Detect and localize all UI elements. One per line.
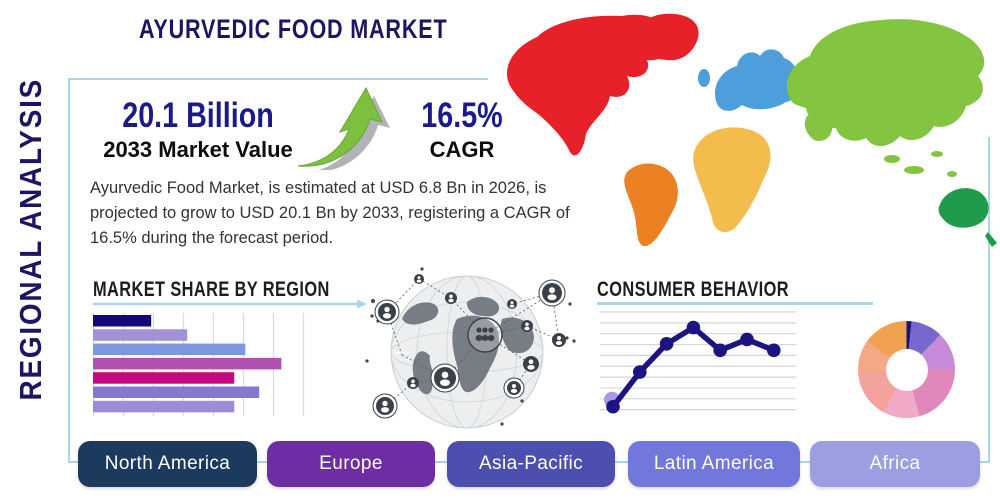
consumer-behavior-line-chart <box>600 311 796 414</box>
card-border-right <box>988 137 990 463</box>
region-button-asia-pacific[interactable]: Asia-Pacific <box>447 441 615 487</box>
market-value-label: 2033 Market Value <box>103 137 293 162</box>
map-asia <box>786 19 985 147</box>
side-title: REGIONAL ANALYSIS <box>13 77 48 401</box>
market-share-bar-chart <box>93 313 305 416</box>
page-title: AYURVEDIC FOOD MARKET <box>139 14 448 44</box>
market-value-stat: 20.1 Billion 2033 Market Value <box>88 96 308 163</box>
region-button-africa[interactable]: Africa <box>810 441 980 487</box>
region-button-europe[interactable]: Europe <box>267 441 435 487</box>
card-border-top <box>68 78 488 80</box>
market-description: Ayurvedic Food Market, is estimated at U… <box>90 179 570 248</box>
map-australia <box>938 188 989 228</box>
consumer-behavior-section-title: CONSUMER BEHAVIOR <box>597 278 789 301</box>
card-border-left <box>68 78 70 463</box>
cagr-stat: 16.5% CAGR <box>398 96 526 163</box>
map-south-america <box>624 163 678 247</box>
market-value-number: 20.1 Billion <box>122 96 274 135</box>
globe-network-graphic <box>365 267 576 429</box>
regional-donut-chart <box>858 321 955 418</box>
globe-continents <box>402 296 534 395</box>
donut-hole <box>885 348 928 391</box>
map-north-america <box>506 14 671 156</box>
region-button-north-america[interactable]: North America <box>78 441 257 487</box>
map-se-asia-islands <box>884 151 957 177</box>
world-map <box>506 13 997 247</box>
consumer-behavior-underline <box>597 302 873 305</box>
market-share-section-title: MARKET SHARE BY REGION <box>93 278 330 301</box>
map-greenland <box>638 13 699 61</box>
map-africa <box>693 127 771 233</box>
map-new-zealand <box>985 232 997 247</box>
growth-arrow-icon <box>297 86 390 170</box>
market-share-underline-arrow <box>93 298 381 309</box>
cagr-number: 16.5% <box>421 96 503 135</box>
cagr-label: CAGR <box>429 137 495 162</box>
map-arabia <box>804 112 833 142</box>
map-europe <box>714 49 798 111</box>
region-button-latin-america[interactable]: Latin America <box>628 441 800 487</box>
map-uk <box>698 69 710 87</box>
